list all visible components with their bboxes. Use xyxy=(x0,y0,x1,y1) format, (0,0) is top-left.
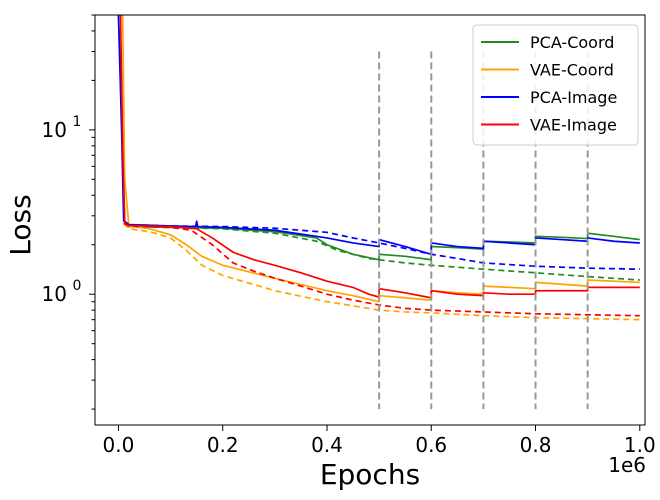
plot-frame xyxy=(94,14,646,426)
y-axis: 10 0 10 1 xyxy=(42,14,95,410)
x-tick-label: 0.2 xyxy=(207,433,239,457)
x-tick-label: 1.0 xyxy=(624,433,656,457)
legend-box xyxy=(472,24,639,146)
y-tick-base: 10 xyxy=(42,282,67,306)
x-tick-label: 0.0 xyxy=(103,433,135,457)
series-line-vae-coord xyxy=(121,15,640,303)
legend-label: VAE-Image xyxy=(530,116,617,135)
series-line-pca-coord-dashed xyxy=(123,222,640,281)
series-line-vae-image-dashed xyxy=(123,222,640,317)
x-tick-label: 0.6 xyxy=(415,433,447,457)
y-tick-base: 10 xyxy=(42,118,67,142)
legend-label: PCA-Coord xyxy=(530,33,614,52)
legend-label: PCA-Image xyxy=(530,88,617,107)
y-tick-exponent: 0 xyxy=(73,278,82,294)
legend: PCA-Coord VAE-Coord PCA-Image VAE-Image xyxy=(472,24,639,146)
series-line-vae-coord-dashed xyxy=(123,222,640,321)
series-line-pca-image-dashed xyxy=(123,220,640,271)
x-tick-label: 0.8 xyxy=(520,433,552,457)
y-tick-label: 10 xyxy=(42,282,67,306)
x-axis-label: Epochs xyxy=(320,458,420,491)
x-tick-label: 0.4 xyxy=(311,433,343,457)
series-layer xyxy=(117,15,640,321)
x-axis: 0.0 0.2 0.4 0.6 0.8 1.0 xyxy=(103,425,656,457)
legend-label: VAE-Coord xyxy=(530,61,614,80)
x-scale-multiplier: 1e6 xyxy=(608,453,646,477)
y-axis-label: Loss xyxy=(4,194,37,255)
y-tick-label: 10 xyxy=(42,118,67,142)
y-tick-exponent: 1 xyxy=(73,114,82,130)
